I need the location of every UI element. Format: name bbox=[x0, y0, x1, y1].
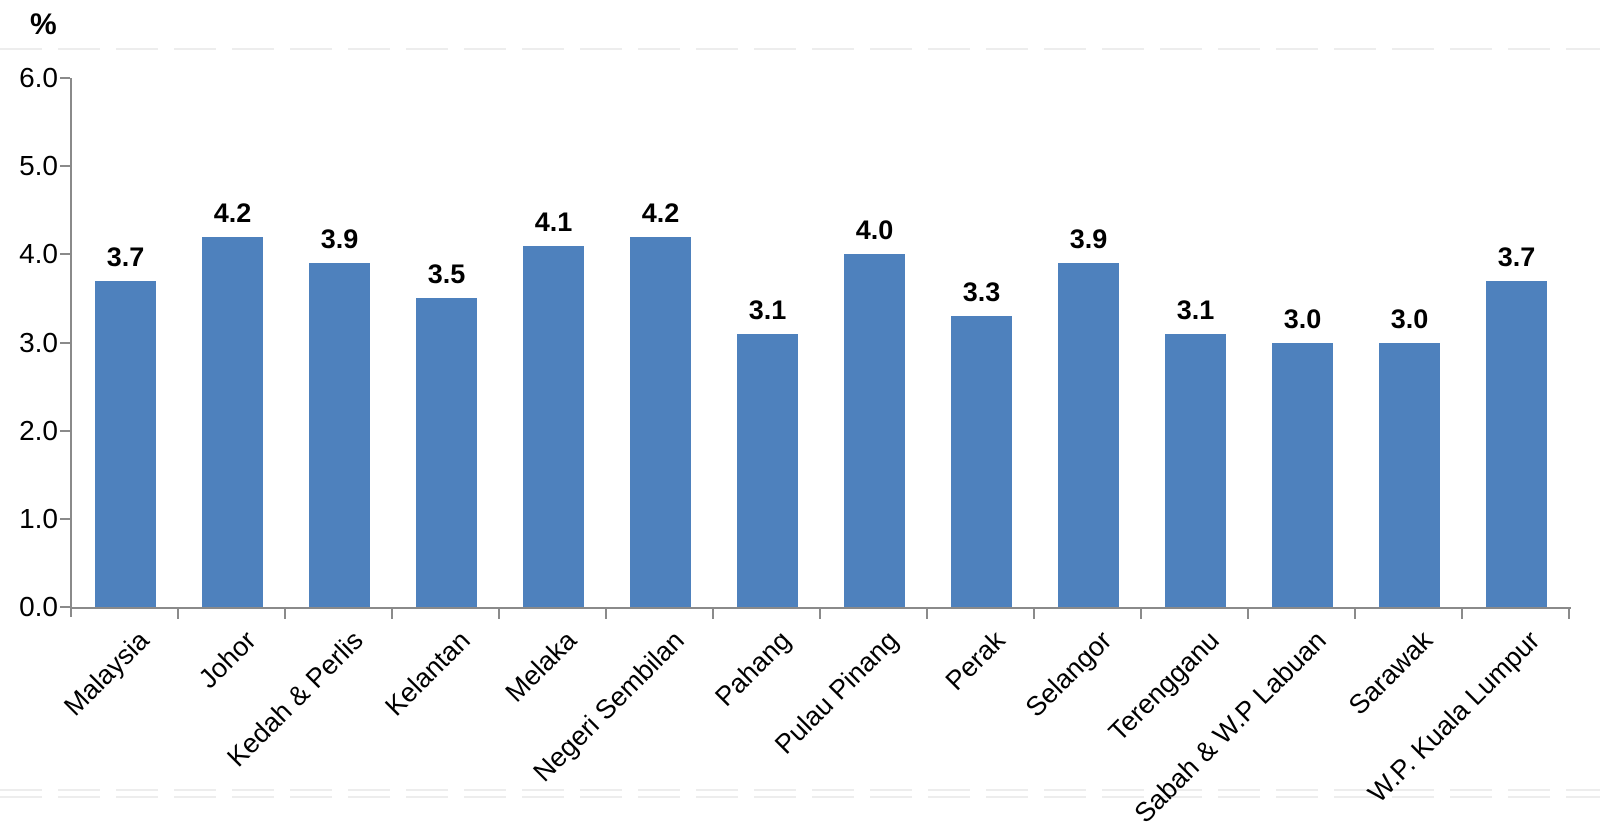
y-axis-tick bbox=[60, 77, 70, 79]
y-axis-tick-label: 0.0 bbox=[19, 591, 58, 622]
x-axis-tick bbox=[1247, 609, 1249, 619]
bar bbox=[416, 298, 477, 607]
y-axis-line bbox=[70, 78, 72, 617]
bar bbox=[630, 236, 691, 607]
bar bbox=[951, 316, 1012, 607]
x-axis-tick bbox=[498, 609, 500, 619]
bar bbox=[1058, 263, 1119, 607]
y-axis-tick-label: 3.0 bbox=[19, 326, 58, 358]
bar bbox=[844, 254, 905, 607]
x-axis-tick bbox=[284, 609, 286, 619]
x-axis-tick bbox=[177, 609, 179, 619]
y-axis-tick-label: 2.0 bbox=[19, 414, 58, 446]
y-axis-tick bbox=[60, 429, 70, 432]
y-axis-tick-label: 6.0 bbox=[19, 62, 58, 93]
x-axis-category-label: Kelantan bbox=[379, 625, 476, 722]
bar bbox=[95, 280, 156, 607]
faint-artifact-line-top bbox=[0, 48, 1600, 50]
faint-artifact-line-bottom bbox=[0, 789, 1600, 791]
x-axis-category-label: Sarawak bbox=[1343, 625, 1439, 721]
x-axis-tick bbox=[1461, 609, 1463, 619]
bar-value-label: 3.1 bbox=[748, 294, 787, 325]
x-axis-tick bbox=[1354, 609, 1356, 619]
x-axis-tick bbox=[1568, 609, 1570, 619]
y-axis-tick-label: 1.0 bbox=[19, 502, 58, 534]
x-axis-tick bbox=[926, 609, 928, 619]
bar-value-label: 3.9 bbox=[1069, 224, 1108, 255]
x-axis-line bbox=[70, 607, 1571, 609]
y-axis-tick bbox=[60, 165, 70, 168]
x-axis-tick bbox=[1140, 609, 1142, 619]
bar-value-label: 3.0 bbox=[1283, 303, 1322, 334]
bar bbox=[1486, 280, 1547, 607]
bar bbox=[737, 333, 798, 607]
bar-value-label: 3.7 bbox=[106, 241, 145, 272]
bar-value-label: 3.9 bbox=[320, 224, 359, 255]
x-axis-tick bbox=[391, 609, 393, 619]
x-axis-tick bbox=[605, 609, 607, 619]
y-axis-tick bbox=[60, 253, 70, 256]
bar-value-label: 3.5 bbox=[427, 259, 466, 290]
bar-value-label: 3.1 bbox=[1176, 294, 1215, 325]
x-axis-category-label: Malaysia bbox=[58, 625, 155, 722]
x-axis-category-label: Selangor bbox=[1020, 625, 1118, 723]
y-axis-tick bbox=[60, 341, 70, 344]
x-axis-tick bbox=[819, 609, 821, 619]
bar-value-label: 4.2 bbox=[641, 197, 680, 228]
x-axis-category-label: Johor bbox=[192, 625, 262, 694]
bar-value-label: 3.3 bbox=[962, 277, 1001, 308]
bar-value-label: 4.0 bbox=[855, 215, 894, 246]
x-axis-tick bbox=[712, 609, 714, 619]
y-axis-tick bbox=[60, 517, 70, 520]
x-axis-category-label: Pahang bbox=[709, 625, 797, 713]
y-axis-tick-label: 5.0 bbox=[19, 150, 58, 182]
x-axis-category-label: Melaka bbox=[499, 625, 583, 708]
bar bbox=[309, 263, 370, 607]
y-axis-unit-label: % bbox=[30, 8, 57, 41]
bar bbox=[523, 245, 584, 607]
x-axis-tick bbox=[1033, 609, 1035, 619]
x-axis-category-label: Perak bbox=[939, 625, 1011, 697]
bar bbox=[202, 236, 263, 607]
y-axis-tick bbox=[60, 606, 70, 608]
y-axis-tick-label: 4.0 bbox=[19, 238, 58, 270]
bar-value-label: 4.2 bbox=[213, 197, 252, 228]
bar bbox=[1165, 333, 1226, 607]
plot-area: 3.7 4.2 3.9 3.5 4.1 4.2 3.1 4.0 3.3 3.9 3.1 3.0 3.0 3… bbox=[60, 77, 1571, 619]
x-axis-category-label: Sabah & W.P Labuan bbox=[1128, 625, 1332, 829]
bar bbox=[1379, 342, 1440, 607]
faint-artifact-line-bottom-2 bbox=[0, 796, 1600, 798]
bar-value-label: 4.1 bbox=[534, 206, 573, 237]
bar bbox=[1272, 342, 1333, 607]
bar-value-label: 3.0 bbox=[1390, 303, 1429, 334]
bar-value-label: 3.7 bbox=[1497, 241, 1536, 272]
